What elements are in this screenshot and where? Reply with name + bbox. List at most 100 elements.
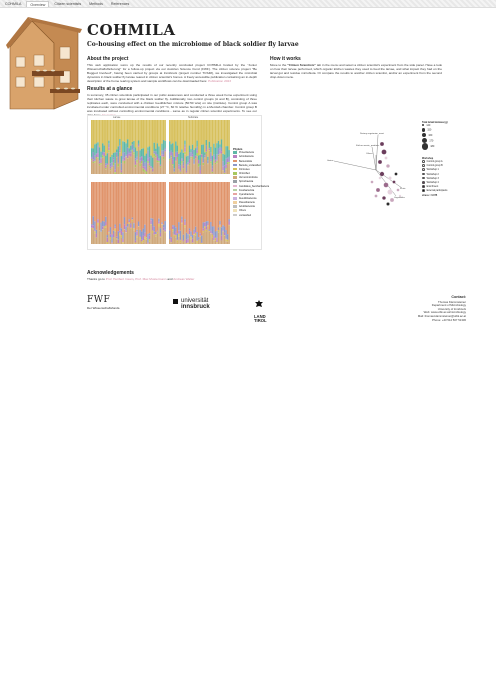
bar-segment [141, 241, 143, 244]
bar-segment [147, 242, 149, 244]
bar-segment [145, 120, 148, 154]
bar-segment [173, 120, 175, 157]
fwf-logo-text: FWF [87, 295, 111, 305]
pcoa-point [388, 176, 392, 180]
uibk-logo[interactable]: universität innsbruck [173, 298, 210, 310]
bar-segment [97, 222, 99, 226]
acknowledgements-heading: Acknowledgements [87, 270, 134, 276]
larvae-house-illustration [6, 17, 82, 110]
tab-methods[interactable]: Methods [89, 1, 103, 6]
bar-segment [101, 154, 104, 156]
bar-segment [91, 120, 93, 149]
bar-segment [208, 231, 211, 232]
bar-segment [220, 151, 223, 154]
bar-segment [226, 241, 229, 244]
bar-segment [228, 120, 230, 151]
bar-segment [134, 160, 137, 165]
bar-segment [216, 182, 218, 231]
bar-segment [148, 241, 151, 244]
bar-segment [101, 155, 104, 158]
bar-segment [175, 231, 177, 235]
bar-segment [148, 165, 151, 168]
tab-citizen-scientists[interactable]: Citizen scientists [54, 1, 82, 6]
bar-segment [95, 158, 98, 174]
bar-segment [184, 144, 186, 148]
bar-segment [125, 230, 127, 233]
legend-item: Actinobacteria [233, 155, 263, 159]
fwf-logo[interactable]: FWF Der Wissenschaftsfonds. [87, 295, 120, 310]
bar-segment [181, 223, 183, 244]
contact-web[interactable]: Web: www.uibk.ac.at/microbiology [423, 310, 466, 315]
tab-overview[interactable]: Overview [26, 0, 50, 7]
bar-segment [199, 233, 201, 236]
bar-segment [112, 159, 115, 163]
bar-segment [122, 238, 124, 243]
bar-segment [120, 120, 123, 157]
bar-segment [161, 222, 163, 224]
legend-label: Bacteroidota [239, 160, 252, 163]
bar-segment [190, 152, 192, 157]
bar-segment [190, 120, 192, 150]
tab-references[interactable]: References [110, 1, 130, 6]
bar-segment [153, 120, 155, 143]
bar-segment [184, 151, 186, 155]
bar-segment [123, 163, 126, 174]
bar-segment [114, 228, 116, 232]
bar-segment [191, 235, 194, 239]
publication-link[interactable]: Publication 2023 [208, 79, 231, 83]
bar-segment [196, 152, 198, 157]
bar-segment [150, 120, 152, 156]
bar-segment [196, 150, 198, 153]
bar-segment [220, 139, 223, 148]
bar-segment [213, 159, 215, 161]
bar-segment [184, 227, 186, 244]
size-legend-items: 140 150 160 170 180 [422, 124, 452, 150]
pcoa-point [384, 156, 388, 160]
contact-mail[interactable]: Mail: thomas.klammsteiner@uibk.ac.at [417, 313, 466, 318]
about-heading: About the project [87, 56, 129, 62]
legend-label: Spirochaetota [239, 181, 254, 184]
ack-name-3[interactable]: Andreas Walter [173, 277, 195, 281]
bar-segment [217, 182, 220, 228]
bar-segment [204, 157, 206, 159]
bar-segment [188, 235, 191, 244]
bar-segment [176, 151, 179, 154]
bar-segment [136, 229, 138, 232]
legend-label: Firmicutes [239, 168, 250, 171]
bar-segment [108, 140, 110, 144]
bar-segment [202, 162, 204, 166]
bar-segment [142, 171, 144, 174]
bar-segment [164, 120, 166, 141]
bar-segment [187, 234, 189, 239]
pcoa-point [389, 197, 395, 203]
bar-segment [122, 141, 124, 153]
bar-segment [182, 120, 185, 153]
bar-segment [108, 120, 110, 141]
ack-name-1[interactable]: Prof. Heribert Insam [105, 277, 134, 281]
tirol-logo[interactable]: LAND TIROL [254, 297, 267, 324]
bar-segment [91, 227, 93, 229]
bar-segment [105, 155, 107, 164]
bar-segment [130, 182, 132, 224]
bar-segment [116, 120, 118, 150]
bar-segment [220, 240, 223, 244]
bar-segment [172, 165, 174, 174]
bar-segment [111, 162, 113, 166]
bar-segment [194, 120, 197, 149]
bar-segment [197, 182, 200, 238]
nav-brand[interactable]: COHMILA [5, 1, 22, 6]
bar-segment [216, 237, 218, 243]
bar-segment [151, 172, 154, 174]
size-label: 180 [430, 146, 435, 149]
bar-segment [213, 160, 215, 174]
ack-name-2[interactable]: Prof. Max Mustermann [135, 277, 167, 281]
bar-segment [211, 168, 214, 172]
bar-segment [161, 120, 163, 144]
bar-segment [133, 120, 135, 141]
bar-segment [225, 158, 227, 165]
bar-segment [225, 120, 227, 147]
bar-segment [181, 163, 183, 174]
composition-chart [88, 116, 261, 249]
legend-swatch [233, 159, 237, 163]
bar-segment [137, 120, 140, 141]
